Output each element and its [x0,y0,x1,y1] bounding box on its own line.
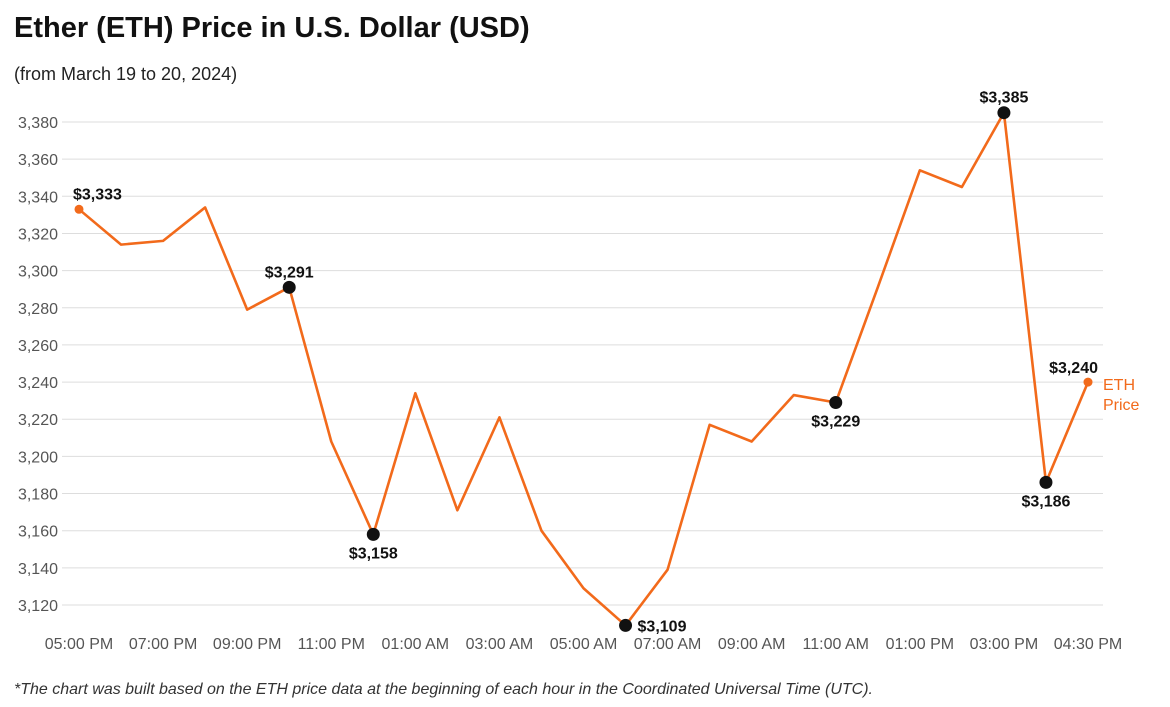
x-axis-tick-labels: 05:00 PM 07:00 PM 09:00 PM 11:00 PM 01:00 AM… [45,636,1122,653]
x-tick-label: 11:00 PM [298,636,365,653]
y-tick-label: 3,220 [18,412,58,429]
x-tick-label: 04:30 PM [1054,636,1122,653]
chart-subtitle: (from March 19 to 20, 2024) [14,64,238,84]
x-tick-label: 07:00 AM [634,636,702,653]
y-tick-label: 3,260 [18,338,58,355]
x-tick-label: 03:00 AM [466,636,534,653]
x-tick-label: 07:00 PM [129,636,197,653]
y-tick-label: 3,340 [18,189,58,206]
data-label: $3,333 [73,186,122,203]
y-tick-label: 3,300 [18,264,58,281]
y-tick-label: 3,160 [18,524,58,541]
highlight-marker [1039,475,1053,489]
series-label-line: ETH [1103,377,1135,394]
y-tick-label: 3,180 [18,487,58,504]
y-tick-label: 3,320 [18,226,58,243]
x-tick-label: 11:00 AM [803,636,869,653]
y-tick-label: 3,280 [18,301,58,318]
x-tick-label: 09:00 AM [718,636,786,653]
x-tick-label: 01:00 PM [886,636,954,653]
highlight-marker [829,396,843,410]
gridlines [62,121,1103,606]
y-tick-label: 3,240 [18,375,58,392]
y-tick-label: 3,200 [18,449,58,466]
highlight-marker [74,204,84,214]
x-tick-label: 05:00 AM [550,636,618,653]
series-line-eth-price [77,111,1090,627]
x-tick-label: 03:00 PM [970,636,1038,653]
series-label: ETH Price [1103,377,1140,414]
data-markers [74,106,1093,632]
highlight-marker [366,527,380,541]
highlight-marker [997,106,1011,120]
x-tick-label: 09:00 PM [213,636,281,653]
highlight-marker [1083,377,1093,387]
x-tick-label: 01:00 AM [382,636,450,653]
data-label: $3,291 [265,264,314,281]
data-label: $3,240 [1049,360,1098,377]
y-axis-tick-labels: 3,120 3,140 3,160 3,180 3,200 3,220 3,240 3,260… [18,115,58,615]
y-tick-label: 3,120 [18,598,58,615]
data-label: $3,158 [349,545,398,562]
series-line-group [77,111,1090,627]
x-tick-label: 05:00 PM [45,636,113,653]
data-label: $3,385 [979,90,1028,107]
data-label: $3,109 [638,618,687,635]
chart-footnote: *The chart was built based on the ETH pr… [14,681,873,698]
highlight-marker [282,280,296,294]
chart-title: Ether (ETH) Price in U.S. Dollar (USD) [14,12,530,44]
y-tick-label: 3,360 [18,152,58,169]
data-label: $3,186 [1021,493,1070,510]
y-tick-label: 3,140 [18,561,58,578]
highlight-marker [619,618,633,632]
series-label-line: Price [1103,397,1140,414]
data-label: $3,229 [811,414,860,431]
data-labels: $3,333 $3,291 $3,158 $3,109 $3,229 $3,385 $3,1… [73,90,1098,636]
y-tick-label: 3,380 [18,115,58,132]
